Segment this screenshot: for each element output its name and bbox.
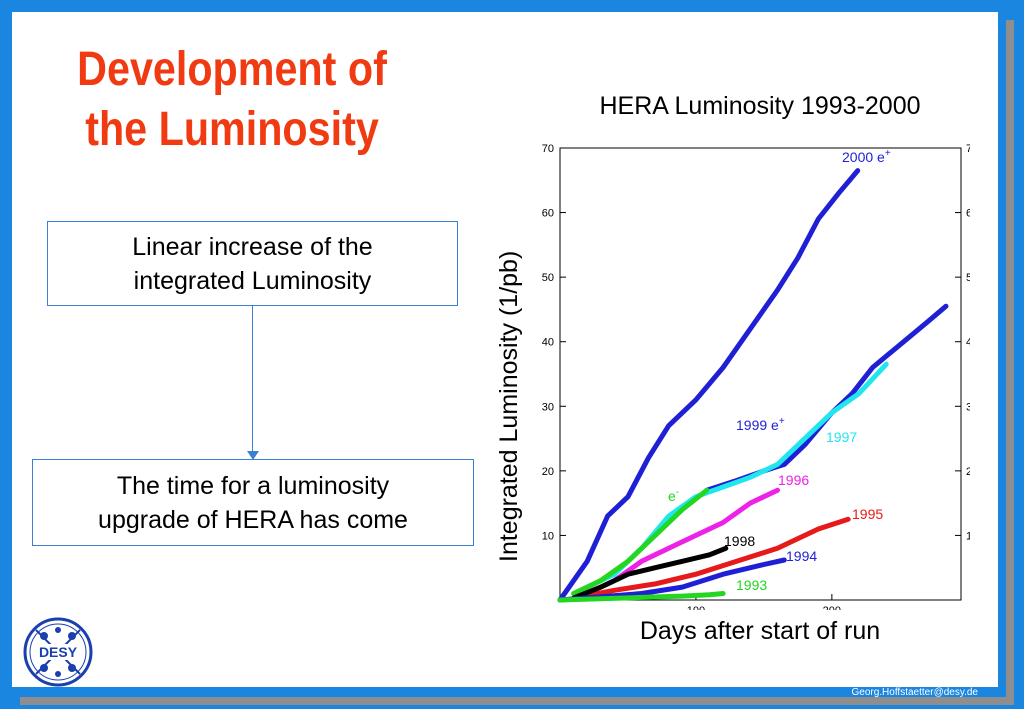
y-tick-label-left: 50 <box>542 272 554 284</box>
y-tick-label-left: 30 <box>542 401 554 413</box>
y-tick-label-right: 40 <box>966 337 970 349</box>
y-tick-label-right: 50 <box>966 272 970 284</box>
y-tick-label-left: 60 <box>542 208 554 220</box>
series-label-1995: 1995 <box>852 506 883 522</box>
y-tick-label-left: 10 <box>542 530 554 542</box>
y-tick-label-right: 10 <box>966 530 970 542</box>
plot-frame <box>559 147 962 601</box>
x-tick-label: 200 <box>823 605 841 610</box>
luminosity-chart: 10 10 20 20 30 30 40 40 50 50 60 60 70 70 100 200 2000 … <box>542 143 970 610</box>
desy-logo: DESY <box>23 617 93 687</box>
series-line-2000-e <box>557 168 861 603</box>
footer-email: Georg.Hoffstaetter@desy.de <box>851 687 978 698</box>
y-tick-label-right: 30 <box>966 401 970 413</box>
box2-line-2: upgrade of HERA has come <box>98 505 408 534</box>
box1-line-2: integrated Luminosity <box>133 266 372 295</box>
frame-shadow-bottom <box>20 697 1014 705</box>
series-label-e: e- <box>668 487 679 504</box>
statement-box-upgrade: The time for a luminosity upgrade of HER… <box>32 459 474 546</box>
series-line-e <box>571 487 710 596</box>
y-tick-label-right: 70 <box>966 143 970 155</box>
series-line-1995 <box>577 516 851 600</box>
desy-logo-text: DESY <box>39 644 78 660</box>
series-line-1997 <box>584 361 889 590</box>
series-line-1998 <box>571 545 729 601</box>
series-label-1999-e: 1999 e+ <box>736 416 785 433</box>
connector-arrow-line <box>252 305 253 453</box>
x-axis-label: Days after start of run <box>639 617 881 645</box>
y-tick-label-left: 40 <box>542 337 554 349</box>
series-label-1996: 1996 <box>778 472 809 488</box>
statement-box-linear: Linear increase of the integrated Lumino… <box>47 221 458 306</box>
box2-line-1: The time for a luminosity <box>116 471 390 500</box>
series-label-2000-e: 2000 e+ <box>842 148 891 165</box>
frame-shadow-right <box>1006 20 1014 699</box>
y-tick-label-right: 20 <box>966 466 970 478</box>
x-tick-label: 100 <box>687 605 705 610</box>
series-label-1993: 1993 <box>736 577 767 593</box>
y-tick-label-left: 20 <box>542 466 554 478</box>
title-line-1: Development of <box>77 43 387 96</box>
connector-arrow-head <box>247 451 259 460</box>
series-line-1993 <box>557 591 726 603</box>
series-label-1997: 1997 <box>826 429 857 445</box>
title-line-2: the Luminosity <box>85 103 379 156</box>
series-label-1994: 1994 <box>786 548 817 564</box>
series-line-1999-e <box>704 303 949 493</box>
y-tick-label-left: 70 <box>542 143 554 155</box>
series-label-1998: 1998 <box>724 533 755 549</box>
slide-canvas <box>12 12 998 687</box>
y-tick-label-right: 60 <box>966 208 970 220</box>
slide-title: Development of the Luminosity <box>60 40 404 160</box>
chart-title: HERA Luminosity 1993-2000 <box>599 92 921 120</box>
box1-line-1: Linear increase of the <box>132 232 373 261</box>
